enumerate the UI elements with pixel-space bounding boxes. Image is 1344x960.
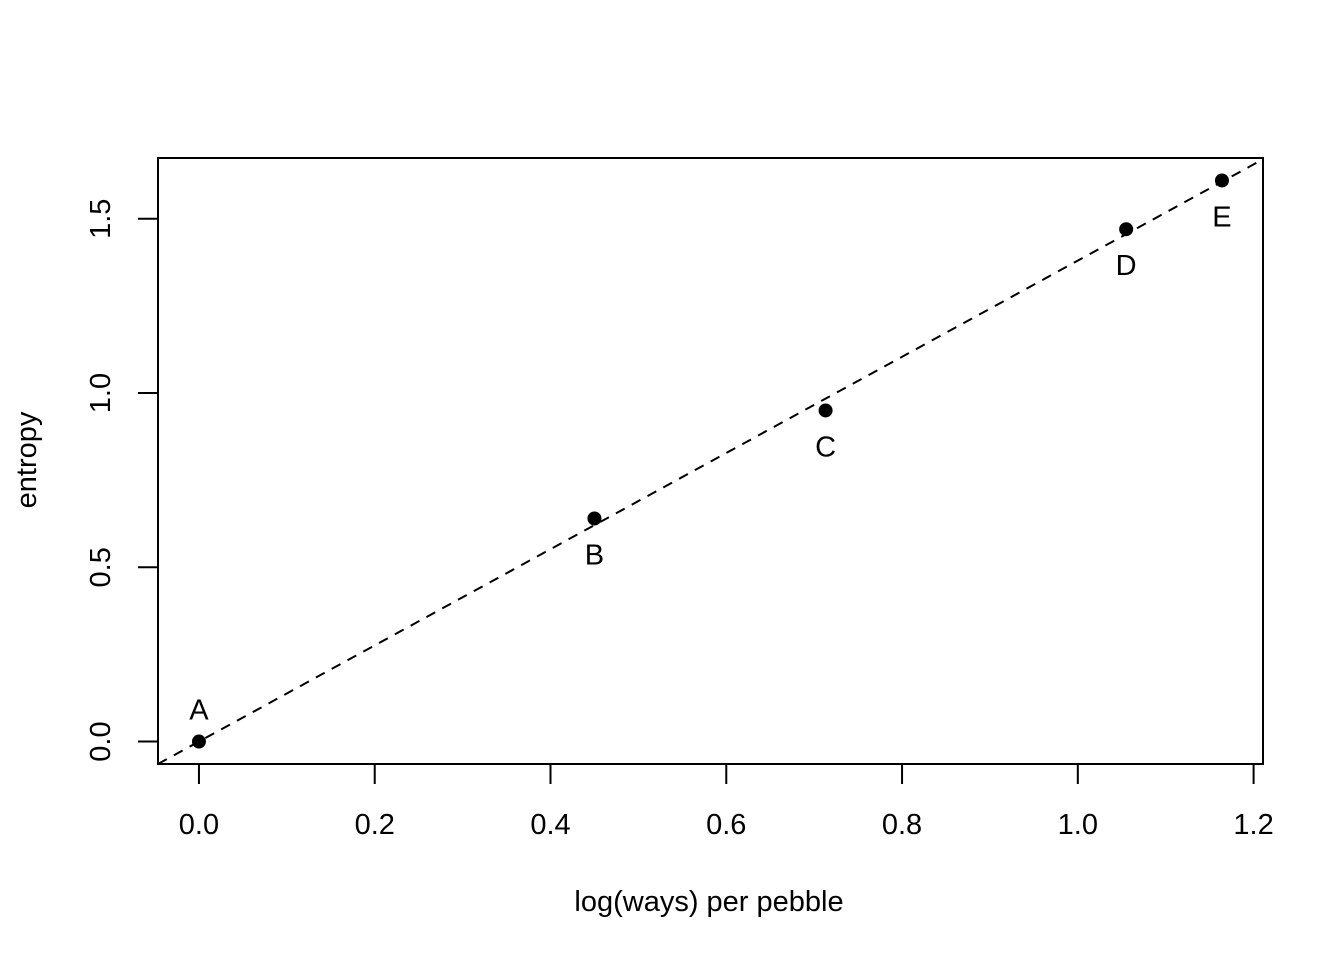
reference-line <box>158 158 1263 764</box>
data-point-d <box>1119 222 1134 237</box>
x-tick-label: 0.4 <box>530 809 570 841</box>
data-point-a <box>191 734 206 749</box>
x-tick-label: 0.8 <box>882 809 922 841</box>
x-tick-label: 1.2 <box>1233 809 1273 841</box>
y-tick-label: 1.5 <box>85 199 117 239</box>
y-tick-label: 0.5 <box>85 547 117 587</box>
y-axis-label: entropy <box>11 411 43 508</box>
y-tick-label: 0.0 <box>85 721 117 761</box>
x-tick-label: 0.2 <box>355 809 395 841</box>
y-tick-label: 1.0 <box>85 373 117 413</box>
x-axis-label: log(ways) per pebble <box>574 886 843 918</box>
point-label-c: C <box>815 431 836 463</box>
point-label-d: D <box>1116 250 1137 282</box>
point-label-a: A <box>189 695 209 727</box>
data-point-b <box>587 511 602 526</box>
x-tick-label: 0.6 <box>706 809 746 841</box>
point-label-e: E <box>1212 201 1231 233</box>
point-label-b: B <box>585 540 604 572</box>
x-tick-label: 1.0 <box>1058 809 1098 841</box>
plot-layer: 0.0 0.2 0.4 0.6 0.8 1.0 1.2 0.0 0.5 1.0 1.5 A B C D E <box>85 157 1274 841</box>
data-point-e <box>1214 173 1229 188</box>
data-point-c <box>818 403 833 418</box>
x-tick-label: 0.0 <box>179 809 219 841</box>
